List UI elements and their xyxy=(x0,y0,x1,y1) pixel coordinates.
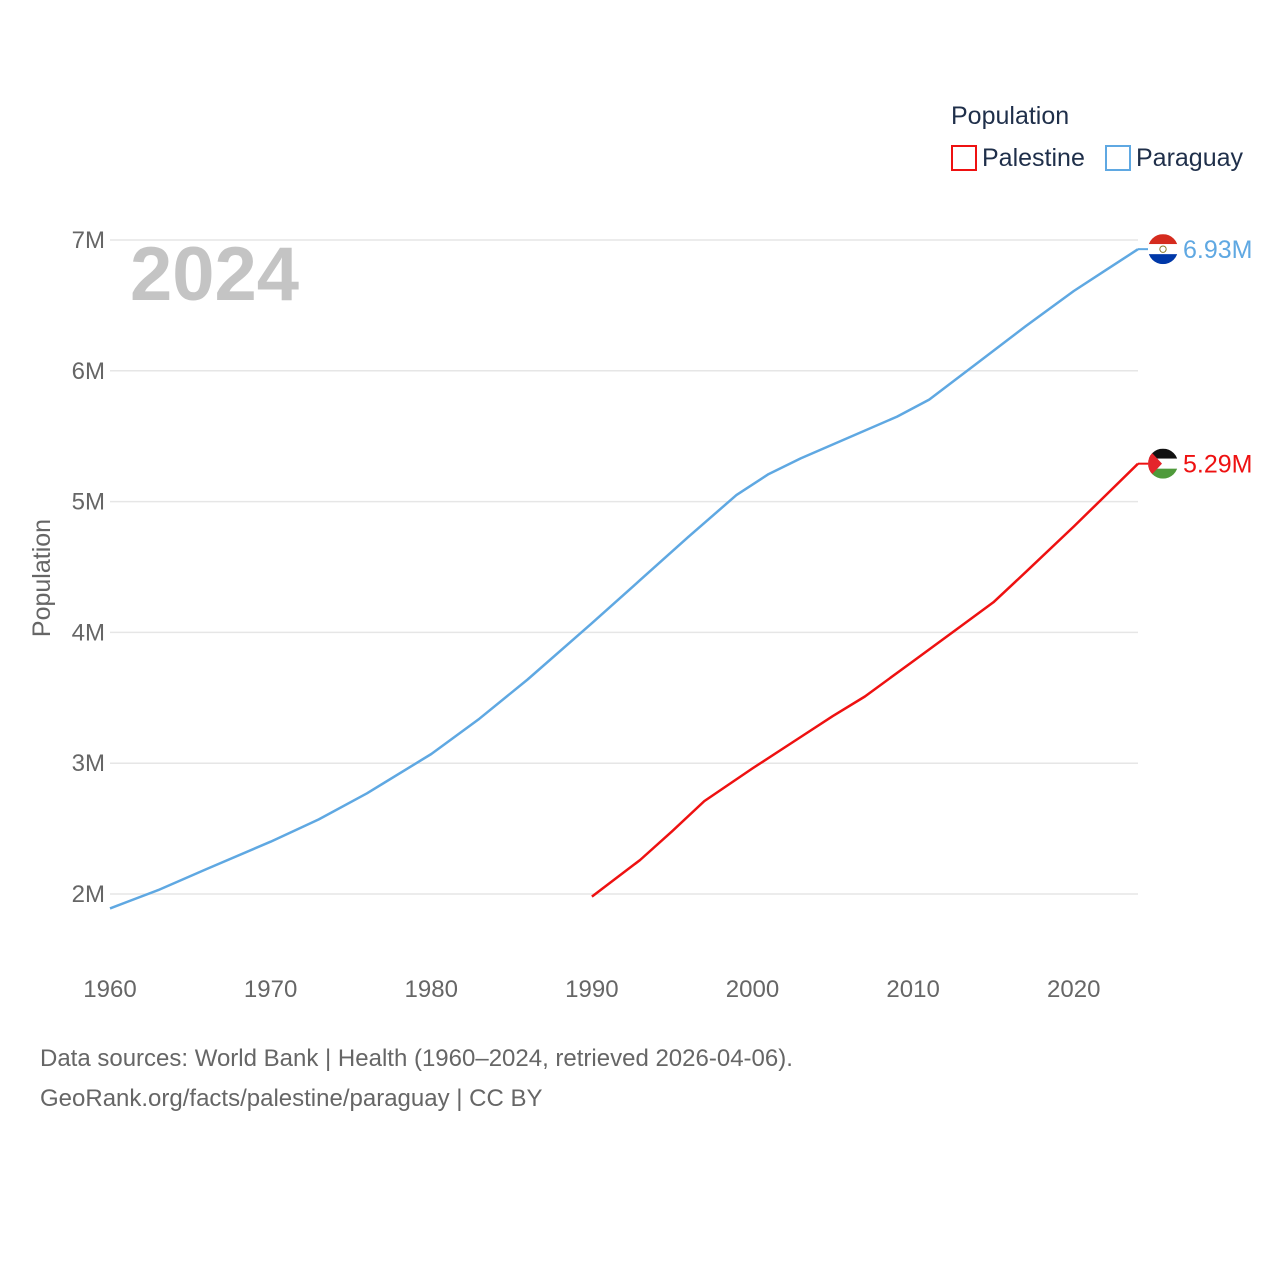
x-tick-label: 1960 xyxy=(83,976,136,1003)
data-source-note: Data sources: World Bank | Health (1960–… xyxy=(40,1045,793,1072)
x-tick-label: 1980 xyxy=(405,976,458,1003)
y-tick-label: 3M xyxy=(72,750,105,777)
series-end-palestine: 5.29M xyxy=(1138,448,1252,479)
y-axis-tick-labels: 2M 3M 4M 5M 6M 7M xyxy=(72,227,105,908)
legend-swatch-paraguay xyxy=(1105,145,1131,171)
series-line-palestine xyxy=(591,462,1139,898)
gridlines xyxy=(110,239,1138,895)
series-lines xyxy=(109,248,1139,910)
paraguay-flag-icon xyxy=(1148,234,1178,265)
legend-label-paraguay: Paraguay xyxy=(1136,144,1244,172)
legend-item-palestine[interactable]: Palestine xyxy=(951,144,1085,172)
end-value-label-paraguay: 6.93M xyxy=(1183,236,1252,264)
y-tick-label: 7M xyxy=(72,227,105,254)
x-tick-label: 1990 xyxy=(565,976,618,1003)
y-tick-label: 4M xyxy=(72,619,105,646)
series-end-paraguay: 6.93M xyxy=(1138,234,1252,265)
legend-item-paraguay[interactable]: Paraguay xyxy=(1105,144,1244,172)
y-tick-label: 6M xyxy=(72,358,105,385)
x-tick-label: 2000 xyxy=(726,976,779,1003)
y-axis-title: Population xyxy=(28,519,56,637)
legend-title: Population xyxy=(951,102,1069,130)
credit-line: GeoRank.org/facts/palestine/paraguay | C… xyxy=(40,1085,543,1112)
legend-swatch-palestine xyxy=(951,145,977,171)
legend: Population Palestine Paraguay xyxy=(951,102,1244,172)
y-tick-label: 2M xyxy=(72,881,105,908)
x-axis-tick-labels: 1960 1970 1980 1990 2000 2010 2020 xyxy=(83,976,1100,1003)
palestine-flag-icon xyxy=(1148,448,1178,479)
x-tick-label: 2010 xyxy=(886,976,939,1003)
end-value-label-palestine: 5.29M xyxy=(1183,451,1252,479)
series-line-paraguay xyxy=(109,248,1139,910)
legend-label-palestine: Palestine xyxy=(982,144,1085,172)
y-tick-label: 5M xyxy=(72,489,105,516)
x-tick-label: 2020 xyxy=(1047,976,1100,1003)
year-display: 2024 xyxy=(130,232,299,317)
x-tick-label: 1970 xyxy=(244,976,297,1003)
